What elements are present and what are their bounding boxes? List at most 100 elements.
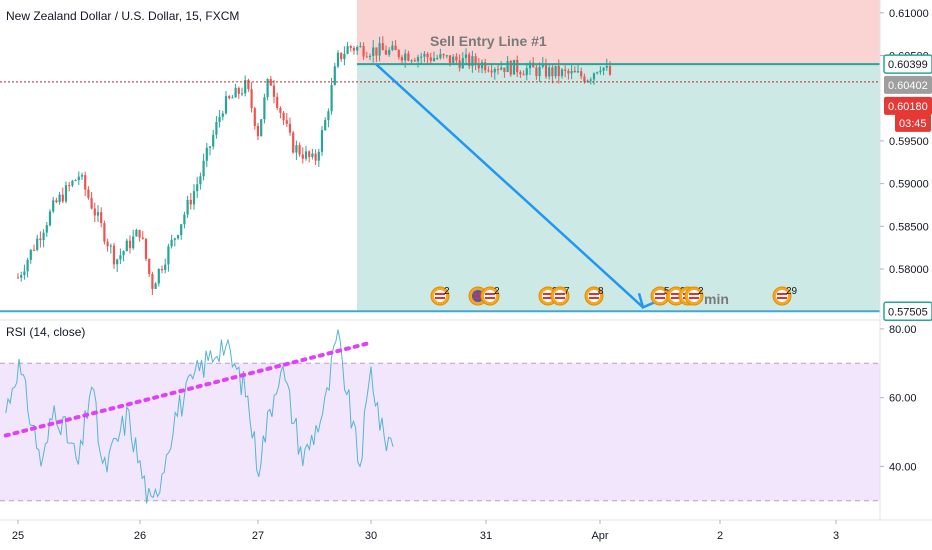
- candle-body: [202, 160, 205, 177]
- candle-body: [592, 73, 596, 80]
- rsi-line: [5, 329, 394, 504]
- candle-body: [77, 176, 80, 181]
- candle-body: [250, 89, 253, 109]
- candle-body: [608, 66, 612, 75]
- candle-body: [138, 229, 141, 238]
- candle-body: [557, 65, 560, 77]
- candle-body: [215, 121, 218, 135]
- candle-body: [512, 59, 516, 75]
- candle-body: [362, 45, 365, 57]
- candle-body: [55, 200, 58, 203]
- candle-body: [74, 180, 77, 182]
- candle-body: [509, 61, 512, 75]
- us-flag-icon[interactable]: 7: [550, 286, 570, 306]
- candle-body: [308, 151, 311, 157]
- candle-body: [16, 277, 20, 279]
- candle-body: [496, 69, 500, 71]
- candle-body: [397, 50, 400, 58]
- candle-body: [596, 72, 599, 74]
- candle-body: [26, 259, 29, 272]
- time-tick-label: 25: [12, 530, 24, 542]
- candle-body: [484, 62, 487, 71]
- price-axis[interactable]: 0.610000.605000.595000.590000.585000.580…: [880, 8, 929, 276]
- price-badges: 0.60399 0.60402 0.60180 03:45 0.57505: [883, 54, 932, 322]
- candle-body: [336, 52, 340, 67]
- us-flag-icon[interactable]: 2: [480, 286, 500, 306]
- candle-body: [544, 63, 548, 77]
- candle-body: [391, 45, 394, 51]
- candle-body: [535, 67, 538, 77]
- candle-body: [541, 63, 544, 67]
- candle-body: [554, 65, 557, 77]
- candle-body: [269, 79, 272, 86]
- us-flag-icon[interactable]: 2: [430, 286, 450, 306]
- candle-body: [551, 67, 554, 77]
- candle-body: [525, 68, 528, 76]
- candle-body: [564, 69, 567, 71]
- symbol-title[interactable]: New Zealand Dollar / U.S. Dollar, 15, FX…: [6, 9, 239, 23]
- price-tick-label: 0.59500: [889, 136, 929, 148]
- candle-body: [106, 241, 109, 247]
- time-tick-label: 30: [365, 530, 377, 542]
- candle-body: [295, 145, 298, 153]
- candle-body: [285, 120, 288, 124]
- candle-body: [61, 194, 64, 202]
- candle-body: [490, 70, 493, 73]
- candle-body: [234, 87, 237, 98]
- candle-body: [432, 58, 436, 61]
- candle-body: [445, 55, 448, 57]
- rsi-trendline[interactable]: [3, 340, 373, 438]
- candle-body: [420, 56, 423, 58]
- price-badge: 0.60402: [884, 75, 932, 94]
- candle-body: [333, 66, 336, 85]
- candle-body: [477, 64, 480, 69]
- candle-body: [314, 153, 317, 161]
- us-flag-icon[interactable]: 5: [650, 286, 670, 306]
- rsi-label[interactable]: RSI (14, close): [6, 325, 85, 339]
- rsi-axis[interactable]: 80.00 60.00 40.00: [880, 324, 917, 474]
- candle-body: [317, 151, 320, 161]
- candle-body: [548, 67, 551, 77]
- sell-entry-annotation[interactable]: Sell Entry Line #1: [430, 33, 547, 49]
- price-badge-label: 0.57505: [888, 306, 928, 318]
- price-tick-label: 0.58500: [889, 221, 929, 233]
- projection-arrow[interactable]: [375, 63, 644, 309]
- candle-body: [68, 185, 71, 187]
- us-flag-icon[interactable]: 2: [684, 286, 704, 306]
- candlestick-series: [16, 36, 612, 296]
- profit-target-zone: [357, 64, 880, 312]
- candle-body: [352, 47, 356, 51]
- candle-body: [36, 238, 39, 250]
- candle-body: [455, 56, 458, 61]
- candle-body: [96, 212, 100, 216]
- candle-body: [372, 47, 375, 56]
- candle-body: [167, 246, 170, 265]
- economic-events-row[interactable]: 22278521229: [430, 286, 798, 306]
- us-flag-icon[interactable]: 29: [772, 286, 798, 306]
- candle-body: [128, 240, 132, 249]
- candle-body: [266, 79, 269, 98]
- time-axis[interactable]: 25 26 27 30 31 Apr 2 3: [12, 520, 839, 542]
- candle-body: [253, 108, 256, 127]
- candle-body: [519, 72, 522, 75]
- candle-body: [157, 269, 160, 284]
- candle-body: [170, 239, 173, 247]
- us-flag-icon[interactable]: 8: [584, 286, 604, 306]
- candle-body: [231, 97, 234, 99]
- candle-body: [448, 55, 452, 63]
- candle-body: [288, 123, 292, 133]
- rsi-tick-label: 60.00: [889, 393, 917, 405]
- candle-body: [90, 197, 93, 209]
- time-tick-label: Apr: [591, 530, 608, 542]
- candle-body: [503, 67, 506, 73]
- candle-body: [429, 57, 432, 61]
- candle-body: [292, 132, 295, 153]
- candle-body: [84, 175, 87, 190]
- candle-body: [320, 130, 324, 152]
- candle-body: [388, 50, 391, 55]
- candle-body: [516, 59, 519, 73]
- candle-body: [144, 238, 148, 259]
- candle-body: [340, 52, 343, 60]
- event-count: 8: [598, 286, 604, 297]
- candle-body: [301, 154, 304, 159]
